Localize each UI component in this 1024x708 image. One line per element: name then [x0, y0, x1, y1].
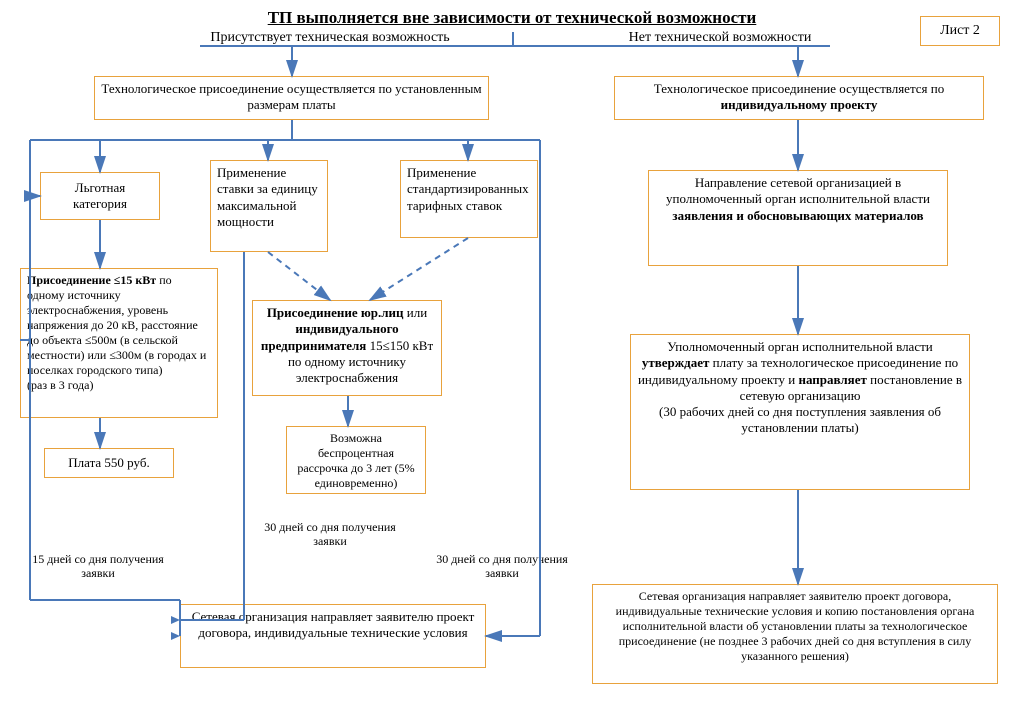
branch-right-label: Нет технической возможности: [590, 30, 850, 47]
node-lgot: Льготная категория: [40, 172, 160, 220]
annot-15days: 15 дней со дня получения заявки: [28, 552, 168, 581]
node-tarif: Применение стандартизированных тарифных …: [400, 160, 538, 238]
node-yur: Присоединение юр.лиц или индивидуального…: [252, 300, 442, 396]
node-auth: Уполномоченный орган исполнительной влас…: [630, 334, 970, 490]
node-15kwt: Присоединение ≤15 кВт по одному источник…: [20, 268, 218, 418]
node-net-left: Сетевая организация направляет заявителю…: [180, 604, 486, 668]
node-left-top: Технологическое присоединение осуществля…: [94, 76, 489, 120]
sheet-label-box: Лист 2: [920, 16, 1000, 46]
node-stavka: Применение ставки за единицу максимально…: [210, 160, 328, 252]
branch-left-label: Присутствует техническая возможность: [170, 30, 490, 47]
page-title: ТП выполняется вне зависимости от технич…: [0, 8, 1024, 28]
annot-30days-a: 30 дней со дня получения заявки: [260, 520, 400, 549]
annot-30days-b: 30 дней со дня получения заявки: [432, 552, 572, 581]
node-rasr: Возможна беспроцентная рассрочка до 3 ле…: [286, 426, 426, 494]
node-right-top: Технологическое присоединение осуществля…: [614, 76, 984, 120]
node-net-right: Сетевая организация направляет заявителю…: [592, 584, 998, 684]
node-dir: Направление сетевой организацией в уполн…: [648, 170, 948, 266]
node-plata: Плата 550 руб.: [44, 448, 174, 478]
